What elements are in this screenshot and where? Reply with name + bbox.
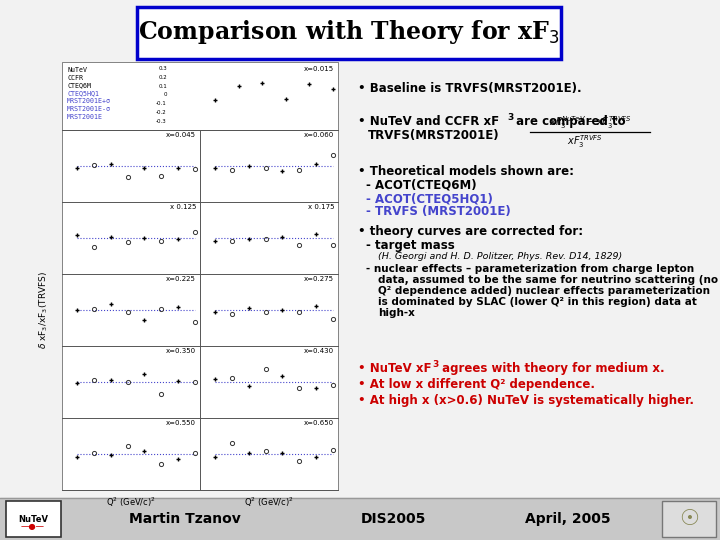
- Text: 3: 3: [507, 113, 513, 122]
- Text: x=0.350: x=0.350: [166, 348, 196, 354]
- Text: NuTeV: NuTeV: [67, 67, 87, 73]
- Text: x 0.175: x 0.175: [307, 204, 334, 210]
- Text: (H. Georgi and H. D. Politzer, Phys. Rev. D14, 1829): (H. Georgi and H. D. Politzer, Phys. Rev…: [378, 252, 622, 261]
- Text: Q$^2$ (GeV/c)$^2$: Q$^2$ (GeV/c)$^2$: [244, 495, 294, 509]
- Text: 3: 3: [432, 360, 438, 369]
- Text: • Theoretical models shown are:: • Theoretical models shown are:: [358, 165, 574, 178]
- Text: 0: 0: [163, 92, 167, 97]
- Text: • At high x (x>0.6) NuTeV is systematically higher.: • At high x (x>0.6) NuTeV is systematica…: [358, 394, 694, 407]
- Text: high-x: high-x: [378, 308, 415, 318]
- Text: -0.2: -0.2: [156, 110, 167, 115]
- Text: • Baseline is TRVFS(MRST2001E).: • Baseline is TRVFS(MRST2001E).: [358, 82, 582, 95]
- Text: $xF_3^{NuTeV} - xF_3^{TRVFS}$: $xF_3^{NuTeV} - xF_3^{TRVFS}$: [549, 114, 631, 131]
- Text: MRST2001E: MRST2001E: [67, 114, 103, 120]
- Text: x=0.045: x=0.045: [166, 132, 196, 138]
- Text: MRST2001E+σ: MRST2001E+σ: [67, 98, 111, 104]
- Text: ☉: ☉: [679, 509, 699, 529]
- Text: • NuTeV and CCFR xF: • NuTeV and CCFR xF: [358, 115, 499, 128]
- Text: 0.3: 0.3: [158, 66, 167, 71]
- FancyBboxPatch shape: [137, 7, 561, 59]
- Text: - target mass: - target mass: [366, 239, 455, 252]
- Text: CTEQ6M: CTEQ6M: [67, 83, 91, 89]
- Text: - TRVFS (MRST2001E): - TRVFS (MRST2001E): [366, 205, 510, 218]
- Text: NuTeV: NuTeV: [18, 515, 48, 523]
- Text: TRVFS(MRST2001E): TRVFS(MRST2001E): [368, 129, 500, 142]
- Text: • At low x different Q² dependence.: • At low x different Q² dependence.: [358, 378, 595, 391]
- Text: x=0.430: x=0.430: [304, 348, 334, 354]
- Text: DIS2005: DIS2005: [360, 512, 426, 526]
- Text: • theory curves are corrected for:: • theory curves are corrected for:: [358, 225, 583, 238]
- Text: $xF_3^{TRVFS}$: $xF_3^{TRVFS}$: [567, 133, 603, 151]
- Text: Q² dependence added) nuclear effects parameterization: Q² dependence added) nuclear effects par…: [378, 286, 710, 296]
- Text: x 0.125: x 0.125: [170, 204, 196, 210]
- Text: April, 2005: April, 2005: [525, 512, 611, 526]
- Text: CTEQ5HQ1: CTEQ5HQ1: [67, 90, 99, 97]
- Text: CCFR: CCFR: [67, 75, 83, 81]
- Text: x=0.275: x=0.275: [304, 276, 334, 282]
- Text: $\delta$ xF$_3$/xF$_3$(TRVFS): $\delta$ xF$_3$/xF$_3$(TRVFS): [37, 271, 50, 349]
- Text: 0.2: 0.2: [158, 75, 167, 80]
- Bar: [0, 498, 720, 540]
- Text: -0.3: -0.3: [156, 119, 167, 124]
- Text: 0.1: 0.1: [158, 84, 167, 89]
- Bar: [6, 501, 61, 537]
- Text: x=0.060: x=0.060: [304, 132, 334, 138]
- Text: - ACOT(CTEQ5HQ1): - ACOT(CTEQ5HQ1): [366, 192, 493, 205]
- Text: Martin Tzanov: Martin Tzanov: [129, 512, 241, 526]
- Text: x=0.225: x=0.225: [166, 276, 196, 282]
- Text: Comparison with Theory for xF$_3$: Comparison with Theory for xF$_3$: [138, 18, 560, 46]
- Text: agrees with theory for medium x.: agrees with theory for medium x.: [438, 362, 665, 375]
- Text: data, assumed to be the same for neutrino scattering (no: data, assumed to be the same for neutrin…: [378, 275, 718, 285]
- Text: —●—: —●—: [21, 523, 45, 531]
- Text: Q$^2$ (GeV/c)$^2$: Q$^2$ (GeV/c)$^2$: [106, 495, 156, 509]
- Bar: [62, 62, 338, 490]
- Text: x=0.550: x=0.550: [166, 420, 196, 426]
- Text: x=0.015: x=0.015: [304, 66, 334, 72]
- Text: MRST2001E-σ: MRST2001E-σ: [67, 106, 111, 112]
- Text: -0.1: -0.1: [156, 101, 167, 106]
- Text: • NuTeV xF: • NuTeV xF: [358, 362, 431, 375]
- Text: - ACOT(CTEQ6M): - ACOT(CTEQ6M): [366, 179, 477, 192]
- Bar: [662, 501, 716, 537]
- Text: is dominated by SLAC (lower Q² in this region) data at: is dominated by SLAC (lower Q² in this r…: [378, 297, 697, 307]
- Text: x=0.650: x=0.650: [304, 420, 334, 426]
- Text: are compared to: are compared to: [512, 115, 626, 128]
- Text: - nuclear effects – parameterization from charge lepton: - nuclear effects – parameterization fro…: [366, 264, 694, 274]
